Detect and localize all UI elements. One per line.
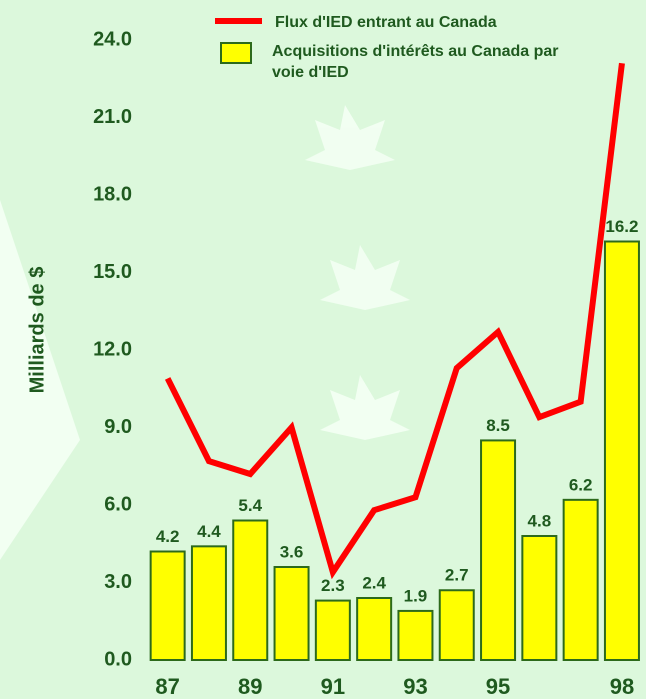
x-tick-label: 91 — [321, 674, 345, 699]
y-tick-label: 3.0 — [104, 571, 132, 593]
bar — [314, 599, 351, 661]
y-axis-label: Milliards de $ — [26, 267, 48, 394]
x-tick-label: 98 — [610, 674, 634, 699]
bar — [232, 519, 269, 661]
bar — [480, 439, 517, 661]
data-label: 16.2 — [605, 217, 638, 236]
bar — [190, 545, 227, 661]
data-label: 5.4 — [238, 496, 262, 515]
bar — [562, 498, 599, 662]
data-label: 3.6 — [280, 542, 304, 561]
line — [164, 62, 625, 580]
y-tick-label: 15.0 — [93, 261, 132, 283]
data-label: 6.2 — [569, 475, 593, 494]
legend-label: Flux d'IED entrant au Canada — [275, 14, 497, 31]
bar — [149, 550, 186, 661]
data-label: 4.2 — [156, 527, 180, 546]
bar — [603, 240, 640, 661]
x-tick-label: 87 — [155, 674, 179, 699]
data-label: 2.7 — [445, 566, 469, 585]
bar — [273, 566, 310, 661]
y-tick-label: 0.0 — [104, 648, 132, 670]
y-tick-label: 18.0 — [93, 183, 132, 205]
y-tick-label: 6.0 — [104, 493, 132, 515]
x-tick-label: 89 — [238, 674, 262, 699]
y-tick-label: 12.0 — [93, 338, 132, 360]
bar — [397, 609, 434, 662]
y-tick-label: 9.0 — [104, 416, 132, 438]
bar — [356, 597, 393, 661]
data-label: 4.4 — [197, 522, 221, 541]
data-label: 1.9 — [404, 586, 428, 605]
data-label: 2.4 — [362, 573, 386, 592]
data-label: 4.8 — [528, 511, 552, 530]
background-decoration — [0, 105, 410, 560]
x-tick-label: 95 — [486, 674, 510, 699]
data-label: 8.5 — [486, 416, 510, 435]
x-tick-label: 93 — [403, 674, 427, 699]
legend-label: Acquisitions d'intérêts au Canada par vo… — [272, 43, 559, 81]
y-tick-label: 24.0 — [93, 28, 132, 50]
bar — [438, 589, 475, 661]
y-tick-label: 21.0 — [93, 106, 132, 128]
data-label: 2.3 — [321, 576, 345, 595]
legend-swatch — [220, 42, 252, 64]
bar — [521, 535, 558, 661]
